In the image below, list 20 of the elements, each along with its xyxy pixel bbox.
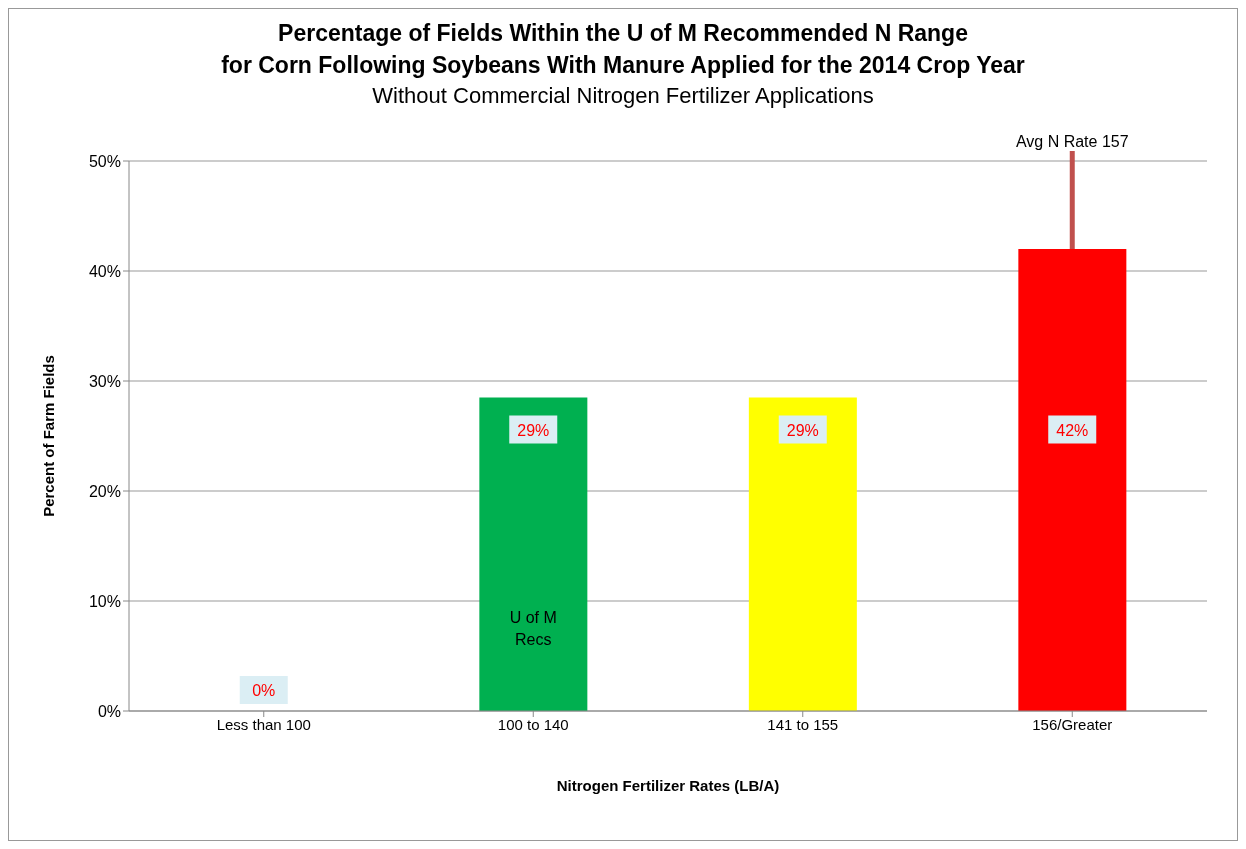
x-tick-label: 156/Greater [1032,715,1113,733]
annotation: U of M Recs [509,609,557,648]
y-tick-label: 50% [88,152,121,170]
x-tick-label: 141 to 155 [767,715,839,733]
y-tick-label: 20% [88,482,121,500]
y-tick-label: 0% [97,702,121,720]
x-tick-label: 100 to 140 [497,715,569,733]
y-tick-label: 40% [88,262,121,280]
data-label: 29% [517,421,550,439]
x-axis-title: Nitrogen Fertilizer Rates (LB/A) [556,777,780,794]
chart-title: Percentage of Fields Within the U of M Recommended N Range for Corn Following Soybeans With Manure Applied for the 2014 Crop Year [220,19,1026,80]
y-tick-label: 30% [88,372,121,390]
chart-subtitle: Without Commercial Nitrogen Fertilizer Applications [371,83,875,109]
y-tick-label: 10% [88,592,121,610]
y-axis-title: Percent of Farm Fields [40,355,58,517]
data-label: 29% [786,421,819,439]
annotation: Avg N Rate 157 [1015,133,1129,150]
data-label: 0% [252,682,276,699]
x-tick-label: Less than 100 [216,715,311,733]
data-label: 42% [1056,421,1089,439]
